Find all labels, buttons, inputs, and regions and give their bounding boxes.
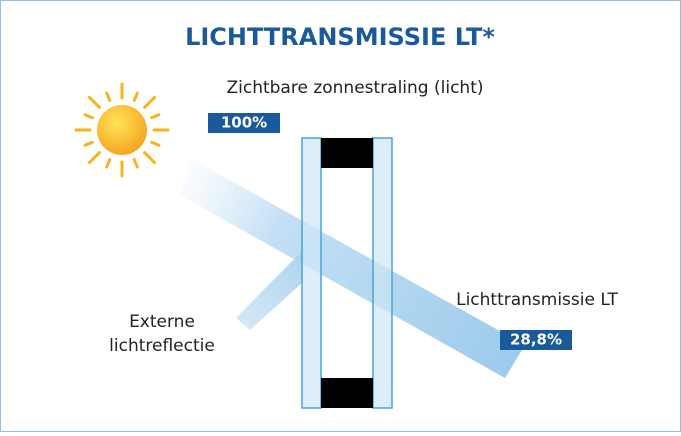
transmission-label: Lichttransmissie LT [456,290,618,310]
reflection-label: lichtreflectie [109,336,215,356]
reflection-label: Externe [129,312,195,332]
sun [76,84,168,176]
incoming-label: Zichtbare zonnestraling (licht) [226,78,483,98]
page: LICHTTRANSMISSIE LT* Zichtbare zonnestra… [0,0,681,436]
transmission-value: 28,8% [510,331,562,349]
incoming-value: 100% [221,114,267,132]
diagram: LICHTTRANSMISSIE LT* Zichtbare zonnestra… [0,0,681,432]
frame [1,1,681,432]
title: LICHTTRANSMISSIE LT* [185,23,495,51]
